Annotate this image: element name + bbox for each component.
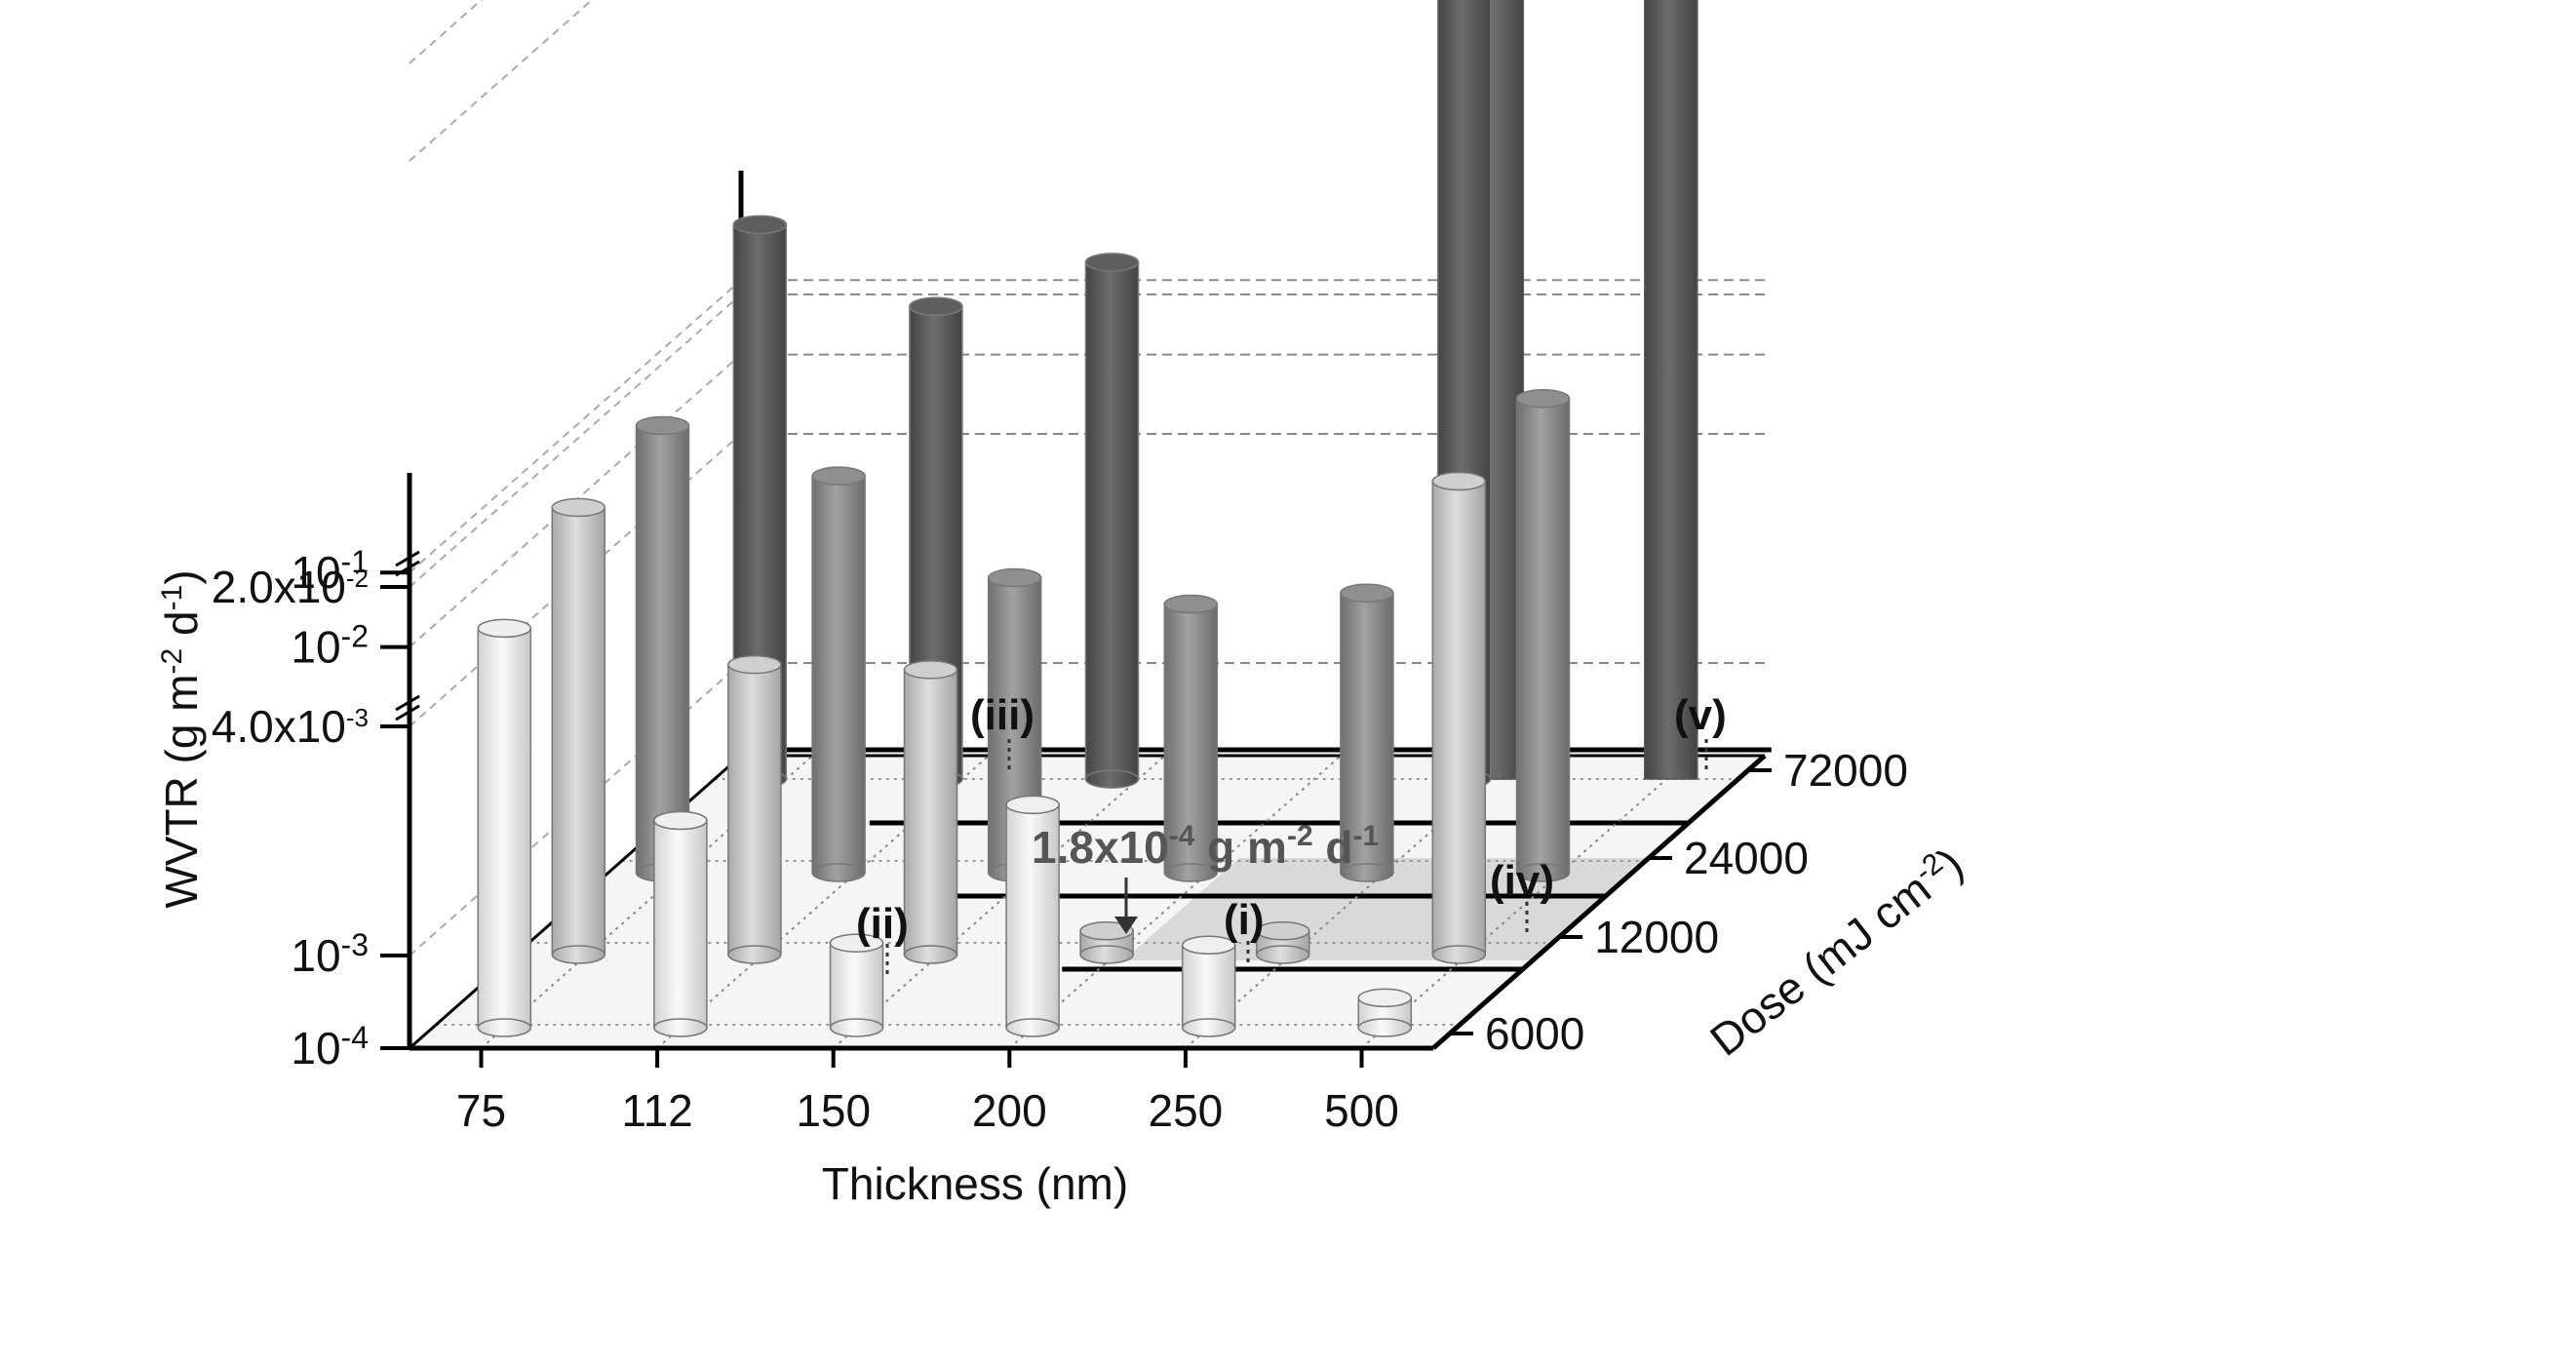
bar-top [910,297,962,315]
bar-base [728,946,781,963]
bar-body [1086,262,1139,779]
bar-body [728,665,781,955]
bar-body [552,507,605,955]
bar-top [728,656,781,674]
bar-top [733,215,786,233]
annotation-i: (i) [1224,896,1265,944]
bar [1645,0,1698,779]
x-tick-label: 200 [972,1085,1047,1136]
bar [1086,254,1139,788]
bar-top [989,569,1041,587]
bar-top [1517,390,1570,408]
bar-body [1432,482,1485,955]
x-tick-label: 250 [1149,1085,1224,1136]
bar-base [1432,946,1485,963]
bar-top [812,467,865,485]
z-tick-label: 12000 [1594,912,1719,962]
bar-top [1358,989,1411,1006]
bar-top [1341,584,1393,602]
bar-base [1006,1019,1059,1036]
bar-top [1164,596,1217,613]
side-gridline [410,0,741,63]
side-gridline [410,0,741,161]
bar-base [1086,770,1139,788]
bar-body [1645,0,1698,779]
bar-base [478,1019,530,1036]
bar-top [637,416,689,434]
bar-top [1432,473,1485,490]
bar-top [478,619,530,637]
annotation-iv: (iv) [1490,857,1554,905]
bar [552,498,605,963]
bar-top [552,498,605,516]
z-tick-label: 24000 [1684,833,1809,883]
annotation-iii: (iii) [970,691,1034,739]
annotation-v: (v) [1674,691,1727,739]
bar-base [552,946,605,963]
bar-body [831,943,883,1028]
bar-body [478,628,530,1028]
bar [478,619,530,1036]
bar-top [1086,254,1139,271]
bar-body [905,670,957,955]
annotation-ii: (ii) [856,900,909,948]
bar-top [654,812,707,830]
bar [1183,936,1235,1036]
x-tick-label: 150 [796,1085,871,1136]
x-tick-label: 500 [1324,1085,1399,1136]
bar-body [637,425,689,873]
y-tick-label: 10-3 [291,927,369,981]
bar-base [812,864,865,881]
bar [1517,390,1570,881]
bar-body [812,476,865,873]
bar-base [831,1019,883,1036]
bar-body [654,821,707,1029]
z-tick-label: 6000 [1485,1008,1584,1059]
min-wvtr-annotation: 1.8x10-4 g m-2 d-1 [1032,820,1379,873]
bar-body [1183,945,1235,1028]
bar-base [1358,1019,1411,1036]
x-tick-label: 112 [621,1085,692,1136]
bar-top [1006,796,1059,813]
bar-base [1183,1019,1235,1036]
bar-body [1517,399,1570,873]
bar-base [905,946,957,963]
wvtr-3d-bar-chart: 10-410-34.0x10-310-22.0x10-210-175112150… [0,0,2576,1366]
bar-base [654,1019,707,1036]
bar [812,467,865,881]
y-axis-title: WVTR (g m-2 d-1) [156,569,207,908]
y-tick-label: 10-2 [291,619,369,673]
bar [905,661,957,963]
bar [728,656,781,963]
bar-base [1257,946,1309,963]
bar [654,812,707,1037]
z-tick-label: 72000 [1783,745,1908,796]
bar-base [1080,946,1133,963]
bar [1358,989,1411,1036]
y-tick-label: 4.0x10-3 [212,701,369,752]
y-tick-label: 10-4 [291,1020,369,1073]
x-axis-title: Thickness (nm) [822,1158,1128,1209]
bar [1257,922,1309,963]
bar [831,934,883,1036]
bar-top [1257,922,1309,940]
x-tick-label: 75 [456,1085,506,1136]
bar [1432,473,1485,963]
bar-top [905,661,957,679]
